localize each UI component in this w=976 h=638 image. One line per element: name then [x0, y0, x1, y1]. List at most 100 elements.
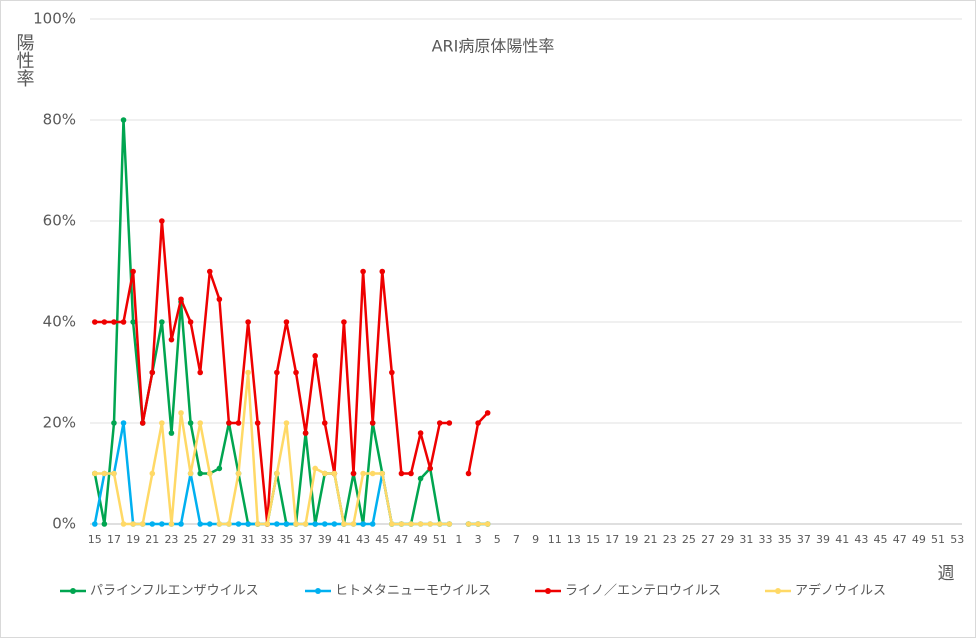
x-tick-label: 53 — [950, 533, 964, 546]
point — [254, 420, 261, 426]
point — [379, 268, 386, 275]
legend-label: アデノウイルス — [795, 583, 886, 599]
legend-marker — [70, 588, 76, 594]
point — [139, 420, 146, 426]
point — [226, 521, 232, 527]
point — [216, 465, 223, 472]
x-axis-label: 週 — [938, 564, 955, 584]
point — [130, 268, 136, 275]
point — [484, 521, 491, 527]
legend-label: ヒトメタニューモウイルス — [335, 584, 491, 599]
point — [274, 470, 280, 477]
point — [302, 521, 309, 527]
x-tick-label: 23 — [663, 533, 677, 546]
point — [206, 268, 213, 275]
x-tick-label: 29 — [720, 533, 734, 546]
x-tick-label: 15 — [586, 533, 600, 546]
point — [111, 420, 117, 426]
point — [159, 521, 165, 527]
point — [178, 521, 184, 527]
point — [436, 521, 443, 527]
point — [446, 420, 453, 426]
point — [465, 470, 472, 477]
legend-marker — [545, 588, 551, 594]
point — [149, 369, 156, 376]
x-tick-label: 45 — [375, 533, 389, 546]
point — [350, 470, 357, 477]
x-tick-label: 35 — [778, 533, 792, 546]
point — [427, 465, 433, 472]
x-tick-label: 31 — [241, 533, 255, 546]
x-tick-label: 43 — [854, 533, 868, 546]
point — [283, 521, 290, 527]
x-tick-label: 47 — [394, 533, 408, 546]
point — [283, 319, 290, 325]
y-tick-label: 80% — [43, 111, 76, 129]
x-tick-label: 43 — [356, 533, 370, 546]
x-tick-label: 21 — [644, 533, 658, 546]
point — [475, 521, 481, 527]
point — [159, 420, 165, 426]
x-tick-label: 39 — [816, 533, 830, 546]
x-tick-label: 19 — [126, 533, 140, 546]
point — [350, 521, 357, 527]
point — [216, 521, 223, 527]
point — [360, 268, 366, 275]
point — [302, 430, 309, 436]
legend-marker — [315, 588, 321, 594]
point — [197, 470, 203, 477]
y-tick-label: 100% — [33, 10, 76, 28]
x-tick-label: 35 — [279, 533, 293, 546]
point — [398, 521, 405, 527]
y-tick-label: 20% — [43, 414, 76, 432]
point — [274, 369, 280, 376]
legend-label: パラインフルエンザウイルス — [90, 584, 259, 599]
point — [446, 521, 453, 527]
x-tick-label: 25 — [184, 533, 198, 546]
point — [293, 521, 299, 527]
point — [216, 296, 223, 303]
point — [408, 470, 414, 477]
point — [360, 470, 366, 477]
point — [369, 420, 376, 426]
point — [341, 319, 347, 325]
x-tick-label: 1 — [455, 533, 462, 546]
point — [254, 521, 261, 527]
x-tick-label: 33 — [759, 533, 773, 546]
point — [360, 521, 366, 527]
x-tick-label: 23 — [164, 533, 178, 546]
x-tick-label: 17 — [605, 533, 619, 546]
x-tick-label: 27 — [203, 533, 217, 546]
point — [389, 369, 395, 376]
x-tick-label: 27 — [701, 533, 715, 546]
x-tick-label: 29 — [222, 533, 236, 546]
x-tick-label: 49 — [912, 533, 926, 546]
point — [369, 470, 376, 477]
x-tick-label: 51 — [433, 533, 447, 546]
legend-label: ライノ／エンテロウイルス — [565, 584, 721, 599]
point — [245, 521, 251, 527]
legend-marker — [775, 588, 781, 594]
x-tick-label: 11 — [548, 533, 562, 546]
point — [101, 521, 108, 527]
point — [235, 470, 242, 477]
point — [149, 470, 156, 477]
point — [264, 521, 271, 527]
y-tick-label: 0% — [52, 515, 76, 533]
point — [321, 420, 328, 426]
x-tick-label: 15 — [88, 533, 102, 546]
x-tick-label: 13 — [567, 533, 581, 546]
point — [130, 319, 136, 325]
x-tick-label: 31 — [739, 533, 753, 546]
x-tick-label: 33 — [260, 533, 274, 546]
y-tick-label: 40% — [43, 313, 76, 331]
x-tick-label: 41 — [337, 533, 351, 546]
point — [101, 319, 108, 325]
point — [475, 420, 481, 426]
point — [197, 521, 203, 527]
point — [197, 420, 203, 426]
point — [465, 521, 472, 527]
x-tick-label: 37 — [299, 533, 313, 546]
point — [187, 420, 194, 426]
point — [159, 319, 165, 325]
